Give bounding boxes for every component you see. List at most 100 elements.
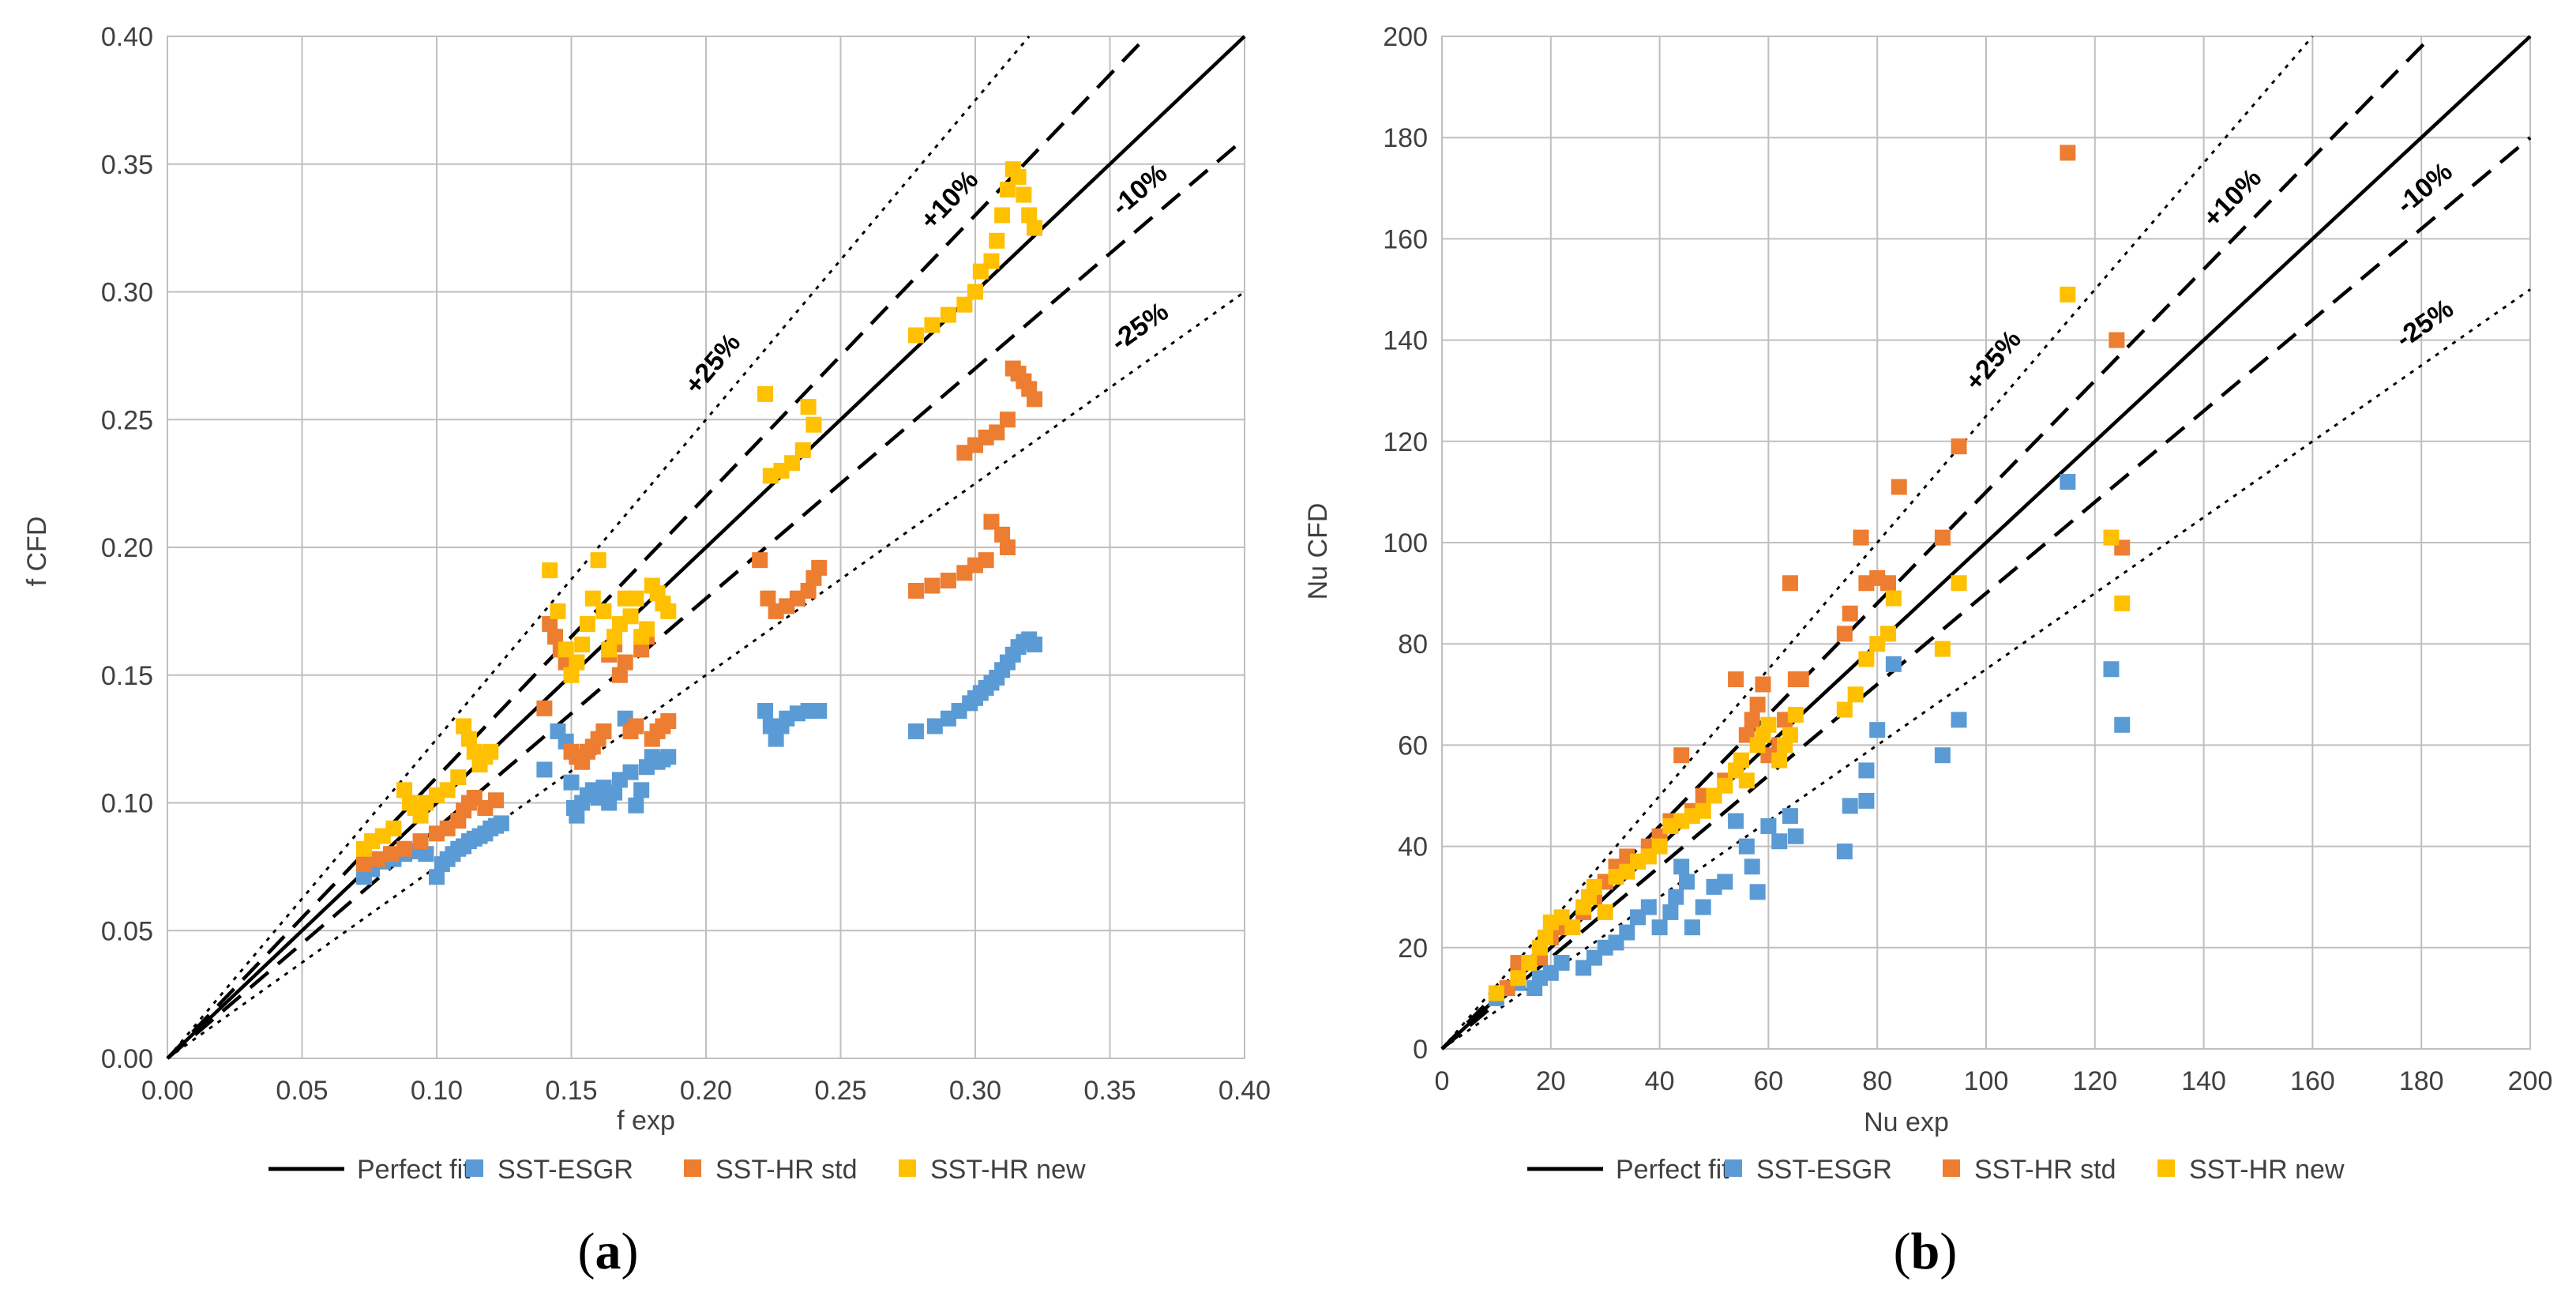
data-point-sst-hr-new [2103, 529, 2120, 546]
data-point-sst-esgr [926, 718, 943, 735]
legend-item-sst-hr-std: SST-HR std [1943, 1155, 2116, 1185]
y-tick-label: 160 [1383, 224, 1428, 254]
legend-swatch-sst-esgr [1725, 1159, 1742, 1177]
data-point-sst-hr-new [1738, 772, 1755, 789]
data-point-sst-hr-new [558, 641, 574, 658]
legend-item-sst-esgr: SST-ESGR [466, 1155, 633, 1185]
data-point-sst-hr-new [1488, 985, 1504, 1001]
x-tick-label: 0.25 [814, 1076, 866, 1106]
x-tick-label: 140 [2181, 1066, 2226, 1096]
panel-label-letter-b: b [1911, 1223, 1940, 1280]
data-point-sst-hr-new [1782, 727, 1798, 743]
data-point-sst-esgr [1728, 813, 1744, 829]
data-point-sst-hr-new [2060, 286, 2076, 303]
data-point-sst-esgr [536, 761, 553, 778]
x-tick-label: 0.40 [1219, 1076, 1271, 1106]
data-point-sst-esgr [2060, 474, 2076, 490]
x-tick-label: 20 [1536, 1066, 1566, 1096]
data-point-sst-hr-std [940, 573, 956, 589]
data-point-sst-hr-new [994, 207, 1011, 224]
legend-label: SST-HR std [715, 1155, 857, 1185]
data-point-sst-esgr [660, 749, 677, 765]
data-point-sst-hr-new [1564, 919, 1581, 936]
data-point-sst-hr-std [595, 723, 612, 739]
x-tick-label: 100 [1964, 1066, 2009, 1096]
data-point-sst-hr-new [483, 743, 499, 760]
data-point-sst-esgr [1760, 817, 1777, 834]
data-point-sst-hr-std [542, 616, 558, 633]
x-tick-label: 200 [2508, 1066, 2553, 1096]
legend-swatch-sst-hr-new [2157, 1159, 2175, 1177]
panel-label-a: (a) [578, 1223, 639, 1280]
data-point-sst-esgr [1553, 955, 1570, 971]
x-tick-label: 120 [2072, 1066, 2117, 1096]
legend-a: Perfect fit SST-ESGR SST-HR std SST-HR new [268, 1155, 1086, 1185]
data-point-sst-hr-new [584, 590, 601, 607]
data-point-sst-hr-new [907, 327, 924, 344]
data-point-sst-hr-std [1027, 391, 1043, 408]
data-point-sst-hr-new [579, 616, 595, 633]
panel-label-b: (b) [1894, 1223, 1958, 1280]
data-point-sst-hr-std [611, 667, 628, 683]
data-point-sst-hr-std [924, 577, 941, 594]
legend-b: Perfect fit SST-ESGR SST-HR std SST-HR new [1527, 1155, 2345, 1185]
data-point-sst-esgr [768, 731, 784, 747]
data-point-sst-esgr [622, 764, 639, 780]
data-point-sst-hr-std [1842, 605, 1858, 622]
y-tick-label: 60 [1398, 731, 1428, 761]
data-point-sst-hr-new [794, 442, 811, 459]
y-tick-label: 100 [1383, 528, 1428, 558]
data-point-sst-hr-new [784, 455, 801, 472]
data-point-sst-hr-new [999, 182, 1016, 198]
data-point-sst-hr-std [1836, 626, 1853, 642]
data-point-sst-hr-std [1879, 575, 1896, 592]
data-point-sst-hr-new [1934, 641, 1951, 657]
data-point-sst-esgr [1640, 899, 1657, 915]
chart-panel-b: 0 20 40 60 80 100 120 140 160 180 200 0 20 40 60 80 100 1… [1303, 22, 2552, 1280]
data-point-sst-esgr [1679, 874, 1695, 890]
data-point-sst-hr-new [542, 562, 558, 579]
data-point-sst-hr-std [1853, 529, 1869, 546]
data-point-sst-hr-std [978, 552, 994, 569]
data-point-sst-hr-new [1537, 929, 1553, 945]
legend-item-perfect-fit: Perfect fit [1527, 1155, 1729, 1185]
data-point-sst-hr-std [369, 851, 385, 867]
data-point-sst-hr-new [1787, 706, 1804, 723]
data-point-sst-hr-std [760, 590, 776, 607]
data-point-sst-hr-new [660, 603, 677, 619]
data-point-sst-esgr [811, 703, 828, 720]
data-point-sst-hr-new [1879, 626, 1896, 642]
data-point-sst-esgr [1858, 762, 1875, 779]
data-point-sst-hr-std [1782, 575, 1798, 592]
y-tick-label: 80 [1398, 629, 1428, 660]
data-point-sst-hr-new [757, 385, 774, 402]
legend-swatch-sst-hr-std [1943, 1159, 1960, 1177]
plot-area-border [167, 36, 1245, 1059]
tick-labels-a: 0.00 0.05 0.10 0.15 0.20 0.25 0.30 0.35 0.40 0.00… [101, 22, 1271, 1106]
data-point-sst-hr-new [1695, 802, 1711, 819]
y-tick-label: 0.30 [101, 278, 153, 308]
data-point-sst-esgr [1027, 636, 1043, 652]
data-point-sst-hr-new [1771, 752, 1788, 768]
legend-label: SST-HR new [2189, 1155, 2345, 1185]
data-point-sst-esgr [1771, 833, 1788, 850]
x-tick-label: 0.35 [1083, 1076, 1136, 1106]
data-point-sst-hr-new [460, 731, 477, 747]
data-point-sst-hr-std [1793, 671, 1809, 688]
x-tick-label: 0.15 [545, 1076, 597, 1106]
data-point-sst-hr-std [617, 654, 633, 671]
legend-label: SST-HR new [930, 1155, 1086, 1185]
data-point-sst-hr-std [536, 700, 553, 716]
data-point-sst-hr-std [2060, 145, 2076, 161]
reference-line-25 [166, 36, 1031, 1059]
tick-labels-b: 0 20 40 60 80 100 120 140 160 180 200 0 20 40 60 80 100 1… [1383, 22, 2552, 1096]
data-point-sst-esgr [1662, 904, 1679, 920]
data-point-sst-hr-new [2114, 595, 2131, 611]
legend-swatch-sst-hr-new [899, 1159, 916, 1177]
y-axis-title: f CFD [22, 517, 52, 587]
x-axis-title: f exp [617, 1106, 675, 1136]
data-point-sst-hr-new [590, 552, 606, 569]
data-point-sst-hr-std [752, 552, 768, 569]
data-point-sst-esgr [1836, 844, 1853, 860]
